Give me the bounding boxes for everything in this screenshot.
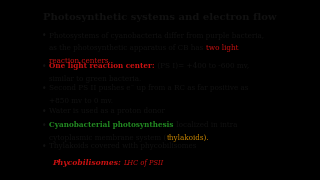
Text: thylakoids).: thylakoids). [167,134,209,141]
Text: One light reaction center:: One light reaction center: [49,62,155,70]
Text: Photosynthetic systems and electron flow: Photosynthetic systems and electron flow [43,13,277,22]
Text: •: • [42,142,46,151]
Text: reaction centers.: reaction centers. [49,57,111,65]
Text: cytoplasmic membrane system (: cytoplasmic membrane system ( [49,134,167,141]
Text: (PS I)= +400 to -600 mv,: (PS I)= +400 to -600 mv, [155,62,249,70]
Text: Phycobilisomes:: Phycobilisomes: [52,159,123,167]
Text: +850 mv to 0 mv.: +850 mv to 0 mv. [49,97,113,105]
Text: Thylakoids covered with phycobilisomes: Thylakoids covered with phycobilisomes [49,142,197,150]
Text: as the photosynthetic apparatus of CB has: as the photosynthetic apparatus of CB ha… [49,44,206,52]
Text: Photosystems of cyanobacteria differ from purple bacteria,: Photosystems of cyanobacteria differ fro… [49,31,264,39]
Text: LHC of PSII: LHC of PSII [123,159,164,167]
Text: Second PS II pushes e⁻ up from a RC as far positive as: Second PS II pushes e⁻ up from a RC as f… [49,84,249,92]
Text: two light: two light [206,44,238,52]
Text: •: • [42,31,46,40]
Text: •: • [42,84,46,93]
Text: •: • [42,121,46,130]
Text: similar to green bacteria.: similar to green bacteria. [49,75,141,83]
Text: Cyanobacterial photosynthesis: Cyanobacterial photosynthesis [49,121,174,129]
Text: •: • [42,62,46,71]
Text: •: • [42,107,46,116]
Text: Water is used as a proton donor: Water is used as a proton donor [49,107,165,115]
Text: localized in intra: localized in intra [174,121,237,129]
